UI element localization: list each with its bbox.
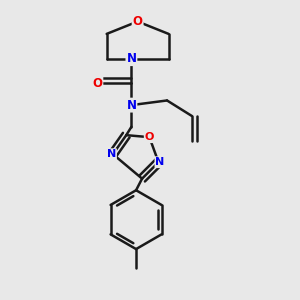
- Text: O: O: [133, 15, 142, 28]
- Text: N: N: [107, 149, 116, 159]
- Text: N: N: [155, 157, 165, 167]
- Text: N: N: [126, 99, 136, 112]
- Text: O: O: [145, 132, 154, 142]
- Text: O: O: [92, 77, 102, 90]
- Text: N: N: [126, 52, 136, 65]
